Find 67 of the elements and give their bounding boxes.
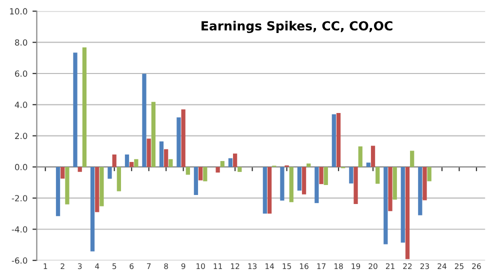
bar <box>376 166 380 184</box>
bar <box>181 109 186 167</box>
bar <box>73 52 78 167</box>
y-tick-label: -6.0 <box>12 257 28 264</box>
y-tick-label: 8.0 <box>15 39 28 46</box>
bar <box>220 161 224 167</box>
bar <box>332 114 336 167</box>
text: Earnings Spikes, CC, CO,OC <box>202 20 392 34</box>
bar <box>392 166 397 200</box>
bar <box>354 166 358 204</box>
bar <box>100 166 104 206</box>
bar <box>422 166 427 200</box>
bar <box>198 166 203 180</box>
y-tick-label: 0.0 <box>15 164 28 170</box>
bar <box>116 166 122 192</box>
y-tick-label: 4.0 <box>14 102 28 108</box>
bar <box>262 166 268 214</box>
bar <box>142 74 146 167</box>
bar <box>267 166 272 214</box>
bar <box>151 102 156 167</box>
bar <box>186 166 190 175</box>
bar <box>130 162 134 167</box>
bar <box>168 159 173 167</box>
bar <box>280 166 284 201</box>
bar <box>319 166 324 184</box>
bar <box>349 166 354 184</box>
bar <box>65 166 70 204</box>
bar <box>60 166 65 179</box>
bar <box>366 162 370 167</box>
bar <box>164 149 168 167</box>
bar <box>400 166 405 243</box>
bar <box>418 166 422 216</box>
bar <box>228 158 233 167</box>
bar <box>388 166 392 212</box>
bar <box>134 159 138 167</box>
y-tick-label: 2.0 <box>15 132 28 140</box>
y-tick-label: 10.0 <box>10 8 28 14</box>
bar <box>384 166 388 244</box>
bar <box>427 166 432 182</box>
bar <box>306 164 311 167</box>
bar <box>324 166 328 186</box>
bar <box>108 166 112 179</box>
bar <box>358 146 362 167</box>
y-tick-label: -2.0 <box>12 195 28 202</box>
bar <box>289 166 294 202</box>
y-tick-label: 6.0 <box>15 70 28 77</box>
bar <box>194 166 198 195</box>
y-tick-label: -4.0 <box>12 226 28 233</box>
bar <box>297 166 302 191</box>
bar <box>336 113 341 167</box>
bar <box>302 166 306 194</box>
bar <box>232 154 238 167</box>
bar <box>56 166 60 216</box>
bar <box>159 141 164 167</box>
bar <box>405 166 410 260</box>
bar <box>95 166 100 212</box>
bar <box>203 166 208 182</box>
bar <box>410 150 414 167</box>
bar <box>370 146 376 167</box>
bar <box>82 47 87 167</box>
bar <box>124 154 130 167</box>
bar <box>146 138 151 167</box>
bar <box>314 166 319 204</box>
bar <box>90 166 95 252</box>
bar <box>112 154 116 167</box>
bar <box>176 117 181 167</box>
bar <box>238 166 242 172</box>
